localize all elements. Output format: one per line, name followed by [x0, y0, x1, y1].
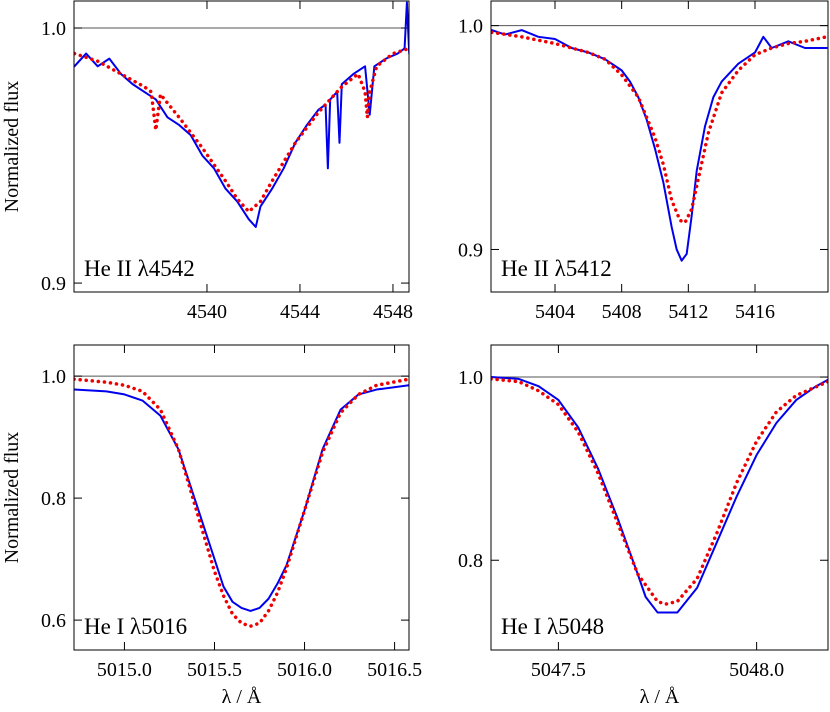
y-tick-label: 0.8 [41, 488, 66, 510]
plot-frame [490, 0, 829, 293]
x-tick-label: 4548 [373, 301, 413, 323]
x-tick-label: 4544 [280, 301, 320, 323]
observed-line [74, 1, 409, 228]
annotation: He II λ4542 [84, 256, 195, 281]
y-tick-label: 0.6 [41, 610, 66, 632]
x-axis-label: λ / Å [222, 686, 262, 708]
y-tick-label: 0.9 [458, 239, 483, 261]
model-line [491, 377, 828, 606]
plot-area [74, 377, 409, 628]
x-tick-label: 5016.5 [367, 659, 422, 681]
x-tick-label: 4540 [187, 301, 227, 323]
y-tick-label: 1.0 [458, 16, 483, 38]
annotation: He II λ5412 [501, 256, 612, 281]
y-tick-label: 0.9 [41, 273, 66, 295]
model-line [491, 30, 828, 225]
x-tick-label: 5047.5 [531, 659, 586, 681]
x-tick-label: 5404 [535, 301, 575, 323]
y-axis-label: Normalized flux [1, 81, 23, 213]
x-tick-label: 5416 [735, 301, 775, 323]
plot-area [491, 29, 828, 262]
x-tick-label: 5048.0 [729, 659, 784, 681]
y-axis-label: Normalized flux [1, 432, 23, 564]
x-tick-label: 5015.0 [97, 659, 152, 681]
plot-frame [490, 344, 829, 651]
x-tick-label: 5015.5 [187, 659, 242, 681]
x-axis-label: λ / Å [640, 686, 680, 708]
y-tick-label: 1.0 [41, 366, 66, 388]
model-line [74, 46, 409, 214]
observed-line [491, 376, 828, 614]
plot-frame [73, 0, 410, 293]
y-tick-label: 0.8 [458, 550, 483, 572]
x-tick-label: 5016.0 [277, 659, 332, 681]
x-tick-label: 5408 [602, 301, 642, 323]
x-tick-label: 5412 [668, 301, 708, 323]
annotation: He I λ5048 [501, 614, 604, 639]
plot-area [491, 376, 828, 614]
plot-area [74, 1, 409, 228]
model-line [74, 377, 409, 628]
annotation: He I λ5016 [84, 614, 187, 639]
observed-line [74, 384, 409, 612]
y-tick-label: 1.0 [458, 367, 483, 389]
plot-frame [73, 344, 410, 651]
y-tick-label: 1.0 [41, 18, 66, 40]
